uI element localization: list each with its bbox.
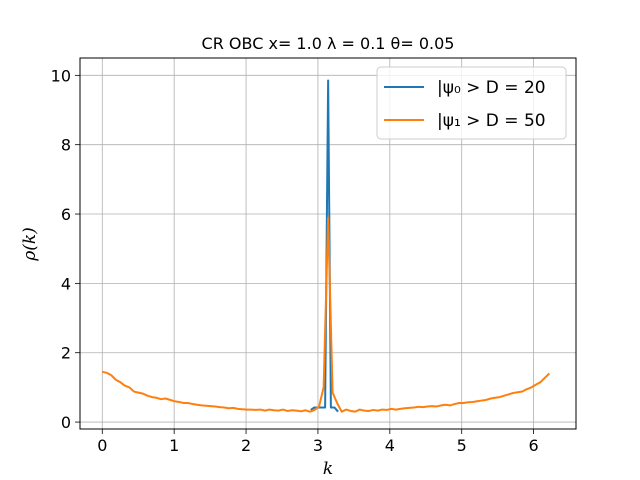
x-tick-label: 2 bbox=[241, 436, 251, 455]
x-tick-label: 5 bbox=[457, 436, 467, 455]
x-tick-label: 4 bbox=[385, 436, 395, 455]
legend: |ψ₀ > D = 20 |ψ₁ > D = 50 bbox=[376, 66, 567, 140]
legend-label-2: |ψ₁ > D = 50 bbox=[437, 111, 546, 131]
axis-ticks: 0 1 2 3 4 5 6 0 2 4 6 8 10 bbox=[51, 66, 539, 455]
y-tick-label: 2 bbox=[61, 344, 71, 363]
series-group bbox=[102, 79, 551, 413]
series-line-2 bbox=[102, 216, 551, 413]
legend-label-1: |ψ₀ > D = 20 bbox=[437, 78, 546, 98]
y-tick-label: 8 bbox=[61, 136, 71, 155]
y-tick-label: 6 bbox=[61, 205, 71, 224]
x-tick-label: 3 bbox=[313, 436, 323, 455]
plot-frame bbox=[79, 57, 577, 430]
x-tick-label: 1 bbox=[169, 436, 179, 455]
y-axis-label: ρ(k) bbox=[20, 227, 40, 262]
legend-box bbox=[376, 66, 567, 140]
chart-title: CR OBC x= 1.0 λ = 0.1 θ= 0.05 bbox=[202, 34, 455, 53]
y-tick-label: 10 bbox=[51, 66, 71, 85]
y-tick-label: 0 bbox=[61, 413, 71, 432]
x-tick-label: 6 bbox=[528, 436, 538, 455]
y-tick-label: 4 bbox=[61, 274, 71, 293]
grid bbox=[80, 58, 576, 429]
x-axis-label: k bbox=[323, 459, 333, 479]
x-tick-label: 0 bbox=[97, 436, 107, 455]
